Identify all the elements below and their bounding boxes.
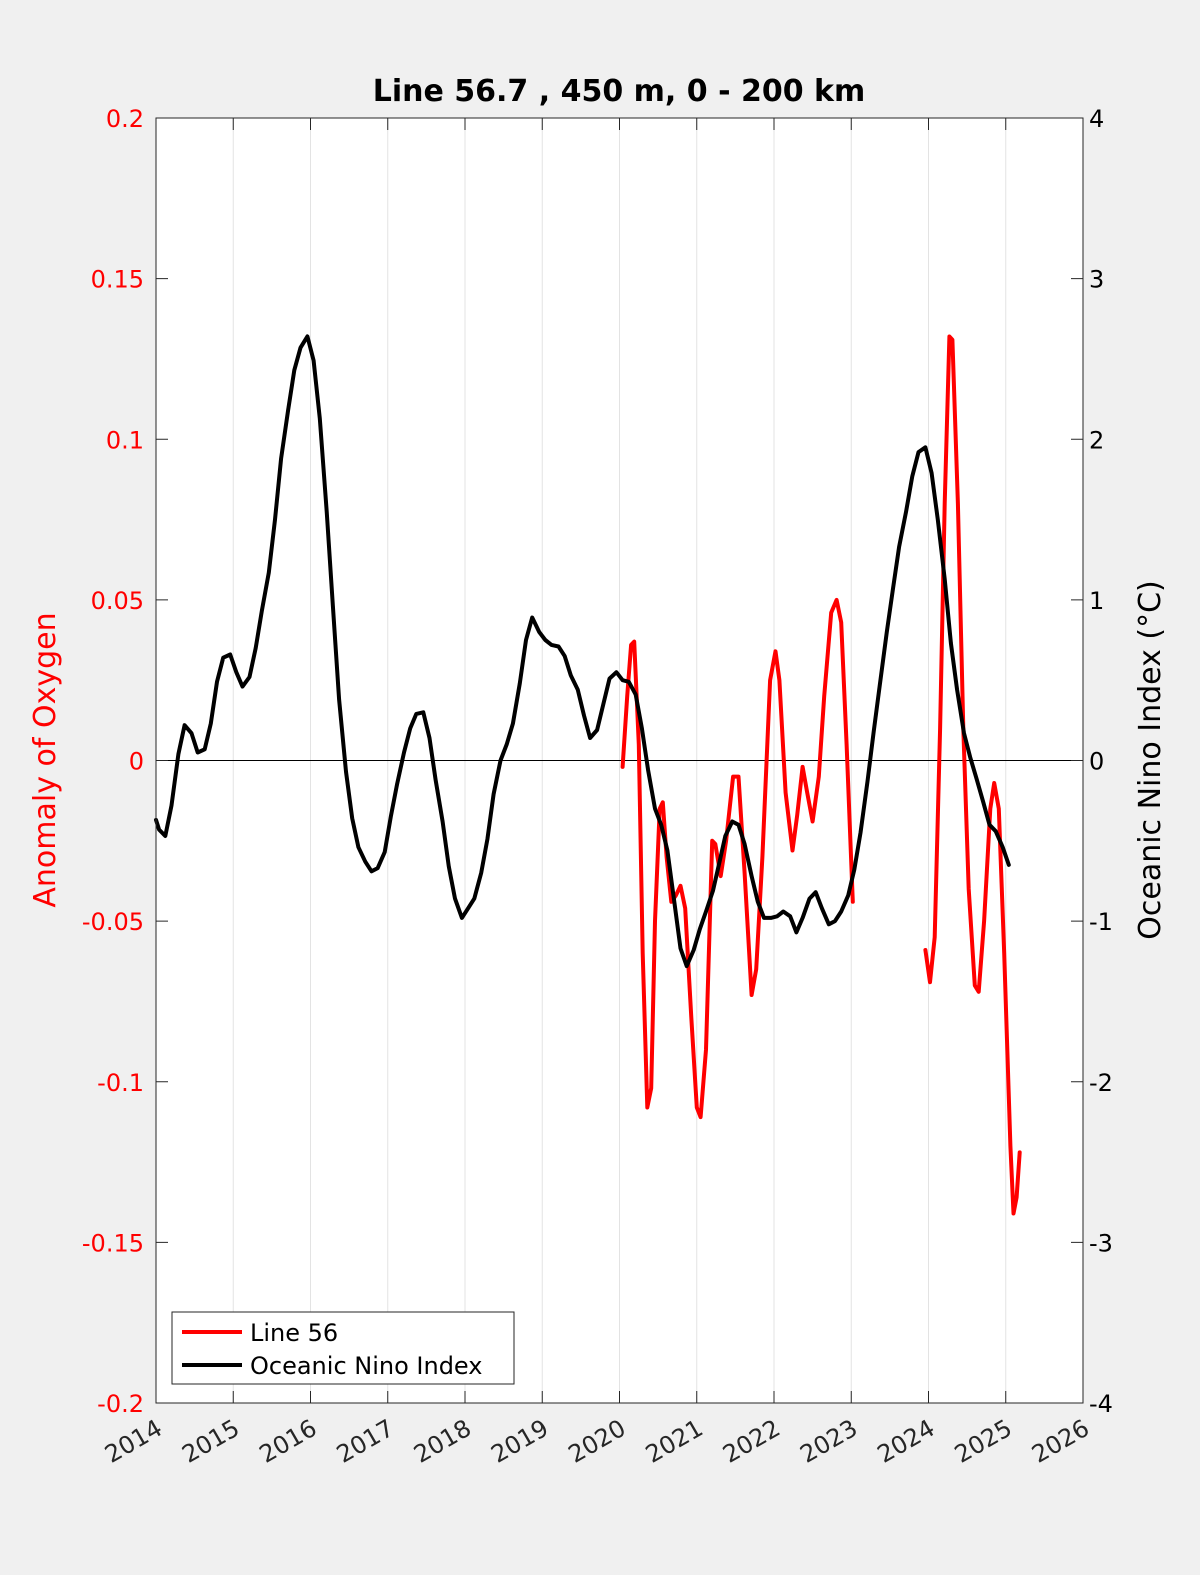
legend: Line 56 Oceanic Nino Index bbox=[171, 1311, 515, 1385]
y-tick-label-right: -2 bbox=[1089, 1069, 1113, 1097]
y-tick-label-right: 1 bbox=[1089, 587, 1104, 615]
y-tick-label-left: -0.15 bbox=[82, 1229, 144, 1257]
y-tick-label-left: 0.05 bbox=[91, 587, 144, 615]
chart-title: Line 56.7 , 450 m, 0 - 200 km bbox=[373, 74, 866, 109]
legend-box bbox=[171, 1311, 515, 1385]
series-line-56 bbox=[620, 597, 855, 1120]
y-tick-label-left: -0.2 bbox=[97, 1390, 144, 1418]
series-line-56 bbox=[923, 334, 1022, 1216]
y-tick-label-right: -4 bbox=[1089, 1390, 1113, 1418]
y-tick-label-right: 0 bbox=[1089, 748, 1104, 776]
y-tick-label-right: -1 bbox=[1089, 908, 1113, 936]
series-oceanic-nino-index bbox=[154, 334, 1011, 969]
y-axis-right-label: Oceanic Nino Index (°C) bbox=[1133, 580, 1168, 940]
y-tick-label-left: -0.05 bbox=[82, 908, 144, 936]
legend-line56-label: Line 56 bbox=[250, 1319, 338, 1347]
y-tick-label-right: 2 bbox=[1089, 426, 1104, 454]
y-tick-label-right: 3 bbox=[1089, 266, 1104, 294]
y-tick-label-left: 0.1 bbox=[106, 426, 144, 454]
legend-oni-label: Oceanic Nino Index bbox=[250, 1352, 482, 1380]
plot-lines bbox=[154, 334, 1022, 1216]
y-tick-label-left: 0.15 bbox=[91, 266, 144, 294]
y-tick-label-left: -0.1 bbox=[97, 1069, 144, 1097]
y-axis-left-label: Anomaly of Oxygen bbox=[28, 612, 63, 907]
y-tick-label-right: -3 bbox=[1089, 1229, 1113, 1257]
y-tick-label-right: 4 bbox=[1089, 105, 1104, 133]
y-tick-label-left: 0.2 bbox=[106, 105, 144, 133]
y-tick-label-left: 0 bbox=[129, 748, 144, 776]
